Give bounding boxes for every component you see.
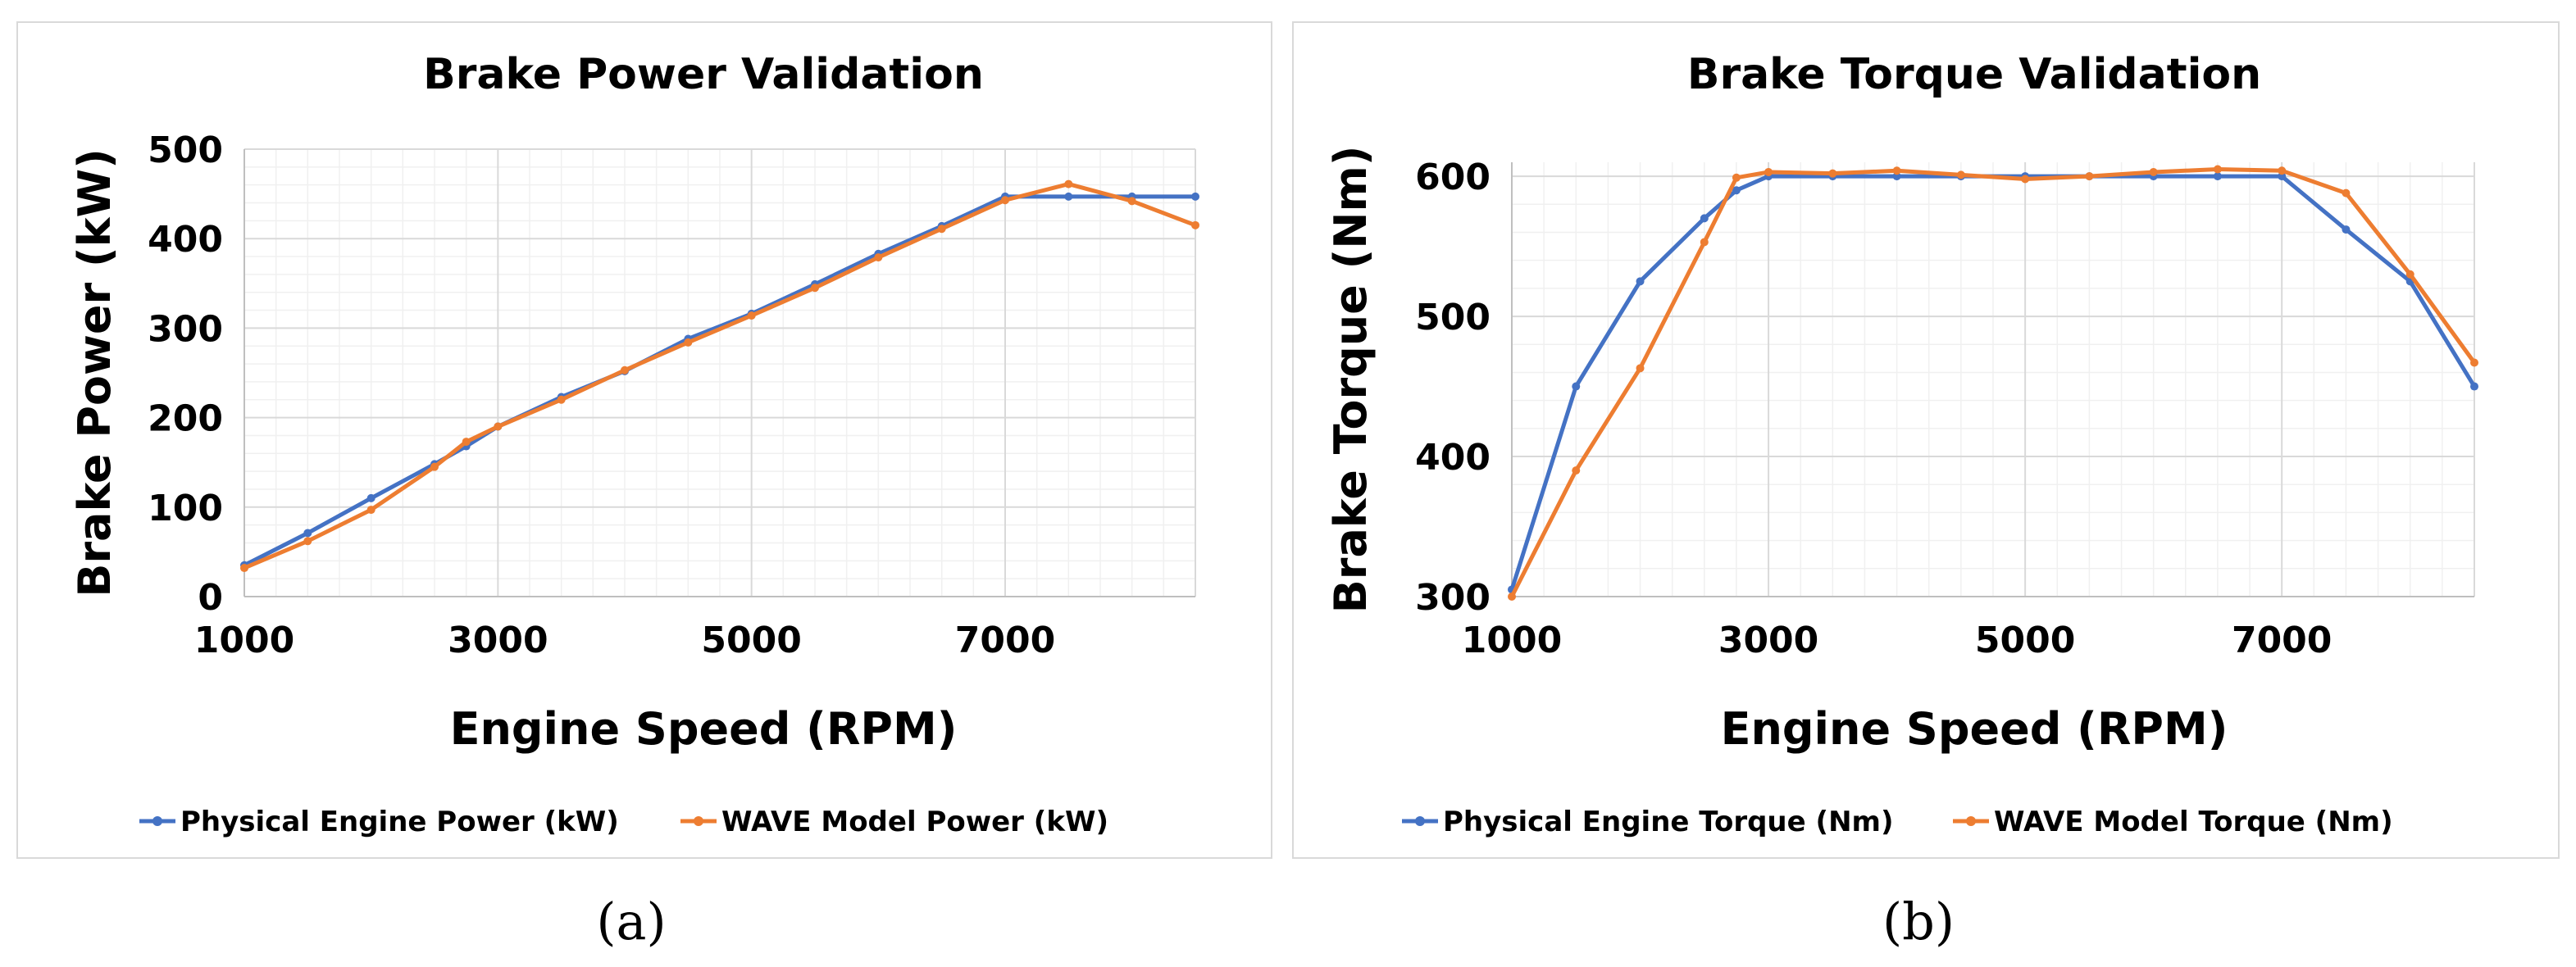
data-point [1064, 179, 1073, 188]
x-tick-label: 5000 [1975, 620, 2075, 661]
legend-entry: WAVE Model Torque (Nm) [1994, 806, 2393, 838]
x-axis-title: Engine Speed (RPM) [450, 703, 958, 755]
legend-entry: Physical Engine Torque (Nm) [1443, 806, 1894, 838]
data-point [1001, 196, 1009, 205]
legend-swatch-marker [152, 816, 162, 826]
y-tick-label: 100 [148, 488, 223, 529]
chart-panel-power: 1000 3000 5000 7000 0 100 200 300 400 500 Brake Po… [16, 21, 1272, 859]
y-tick-label: 300 [148, 308, 223, 350]
legend-entry: WAVE Model Power (kW) [721, 806, 1108, 838]
data-point [1732, 186, 1741, 195]
data-point [2149, 167, 2158, 176]
data-point [811, 284, 819, 293]
legend-entry: Physical Engine Power (kW) [180, 806, 619, 838]
x-tick-label: 1000 [194, 620, 294, 661]
y-tick-label: 400 [148, 219, 223, 261]
sublabel-b: (b) [1882, 892, 1955, 951]
x-tick-label: 1000 [1462, 620, 1562, 661]
data-point [366, 506, 375, 515]
legend-swatch-marker [1966, 816, 1976, 826]
chart-title: Brake Torque Validation [1687, 50, 2261, 99]
y-axis-title: Brake Torque (Nm) [1325, 146, 1377, 614]
y-tick-label: 500 [148, 129, 223, 171]
x-tick-label: 5000 [701, 620, 801, 661]
data-point [1828, 169, 1837, 178]
data-point [366, 493, 375, 502]
data-point [1700, 238, 1709, 247]
data-point [2278, 166, 2287, 175]
data-point [1127, 197, 1136, 206]
data-point [1892, 166, 1901, 175]
power-chart-svg: 1000 3000 5000 7000 0 100 200 300 400 500 Brake Po… [69, 50, 1199, 838]
x-axis-title: Engine Speed (RPM) [1721, 703, 2228, 755]
data-point [684, 338, 693, 347]
sublabel-a: (a) [596, 892, 667, 951]
torque-chart-svg: 1000 3000 5000 7000 300 400 500 600 Brake Torque… [1325, 50, 2478, 838]
data-point [2342, 188, 2351, 197]
data-point [2470, 358, 2478, 367]
y-axis-title: Brake Power (kW) [69, 148, 121, 597]
data-point [430, 462, 439, 471]
data-point [2405, 270, 2414, 279]
data-point [937, 225, 946, 234]
data-point [2278, 172, 2287, 181]
chart-title: Brake Power Validation [423, 50, 984, 99]
y-tick-label: 400 [1415, 437, 1491, 479]
data-point [1732, 173, 1741, 182]
data-point [494, 422, 503, 431]
data-point [1572, 466, 1581, 475]
data-point [1956, 170, 1965, 179]
data-point [1508, 592, 1516, 601]
data-point [240, 564, 248, 573]
y-tick-label: 300 [1415, 577, 1491, 619]
data-point [1572, 382, 1581, 391]
data-point [303, 529, 312, 538]
data-point [1636, 277, 1645, 286]
data-point [2213, 165, 2222, 174]
y-tick-label: 0 [198, 577, 223, 619]
data-point [303, 537, 312, 546]
data-point [2470, 382, 2478, 391]
chart-panel-torque: 1000 3000 5000 7000 300 400 500 600 Brake Torque… [1292, 21, 2560, 859]
data-point [557, 395, 566, 404]
data-point [2213, 172, 2222, 181]
data-point [1764, 167, 1773, 176]
x-tick-label: 3000 [1718, 620, 1818, 661]
data-point [2085, 172, 2094, 181]
y-tick-label: 200 [148, 398, 223, 440]
data-point [1636, 364, 1645, 373]
y-tick-label: 500 [1415, 297, 1491, 338]
x-tick-label: 7000 [2232, 620, 2332, 661]
x-tick-label: 3000 [448, 620, 548, 661]
x-tick-label: 7000 [955, 620, 1055, 661]
data-point [462, 438, 471, 447]
data-point [1700, 214, 1709, 223]
legend-swatch-marker [694, 816, 703, 826]
data-point [874, 253, 883, 262]
data-point [621, 365, 629, 375]
data-point [1064, 192, 1073, 201]
data-point [2342, 225, 2351, 234]
data-point [1191, 220, 1199, 229]
data-point [1892, 172, 1901, 181]
legend-swatch-marker [1415, 816, 1425, 826]
y-tick-label: 600 [1415, 157, 1491, 198]
data-point [1191, 192, 1199, 201]
data-point [2021, 175, 2030, 184]
data-point [747, 311, 756, 320]
